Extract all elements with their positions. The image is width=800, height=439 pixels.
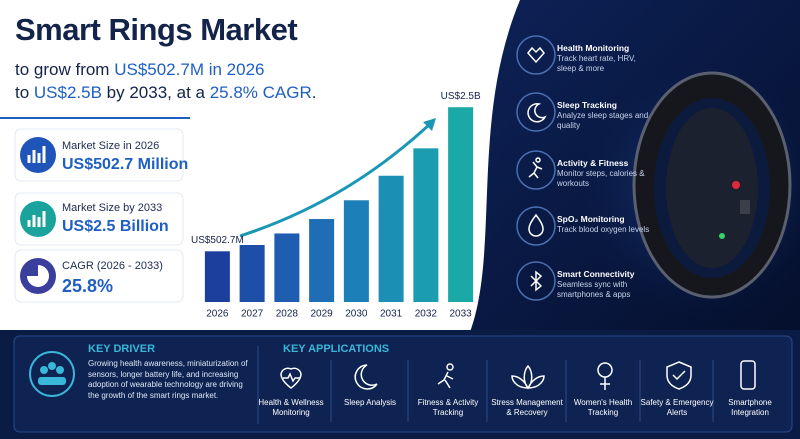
applications-title: KEY APPLICATIONS	[283, 343, 390, 355]
feature-text: Track heart rate, HRV, sleep & more	[557, 54, 636, 73]
x-tick-label: 2029	[311, 309, 334, 320]
bar	[413, 148, 439, 302]
feature-text: Track blood oxygen levels	[557, 225, 650, 234]
feature-text: Monitor steps, calories & workouts	[557, 169, 645, 188]
feature-title: Smart Connectivity	[557, 269, 635, 279]
application-label: Smartphone Integration	[728, 398, 772, 417]
stat-value: 25.8%	[62, 276, 114, 296]
application-label: Safety & Emergency Alerts	[640, 398, 714, 417]
application-label: Stress Management & Recovery	[491, 398, 563, 417]
subtitle-line: to grow from US$502.7M in 2026	[15, 60, 264, 80]
stat-cards	[14, 128, 184, 303]
stat-value: US$2.5 Billion	[62, 218, 169, 235]
key-driver-text: Growing health awareness, miniaturizatio…	[88, 359, 248, 400]
bar-chart: 2026 US$502.7M 2027 2028 2029 2030 2031 2032 203…	[191, 91, 481, 320]
subtitle-text: to	[15, 83, 34, 102]
x-tick-label: 2030	[345, 309, 368, 320]
x-tick-label: 2027	[241, 309, 264, 320]
growth-arrow	[239, 122, 432, 238]
x-tick-label: 2031	[380, 309, 403, 320]
x-tick-label: 2028	[276, 309, 299, 320]
ring-image	[632, 71, 792, 299]
application-label: Women's Health Tracking	[573, 398, 633, 417]
stat-label: Market Size in 2026	[62, 140, 160, 152]
title: Smart Rings Market	[15, 12, 298, 47]
subtitle-line: to US$2.5B by 2033, at a 25.8% CAGR.	[15, 83, 316, 103]
subtitle-text: by 2033, at a	[101, 83, 210, 102]
bar	[343, 200, 369, 302]
growth-arrow-head	[423, 118, 436, 131]
subtitle-text: to grow from	[15, 60, 115, 79]
bar	[204, 251, 230, 302]
application-label: Health & Wellness Monitoring	[258, 398, 324, 417]
value-label: US$502.7M	[191, 235, 244, 246]
x-tick-label: 2026	[206, 309, 229, 320]
feature-text: Seamless sync with smartphones & apps	[557, 280, 631, 299]
bottom-box	[13, 335, 793, 433]
feature-title: Health Monitoring	[557, 43, 630, 53]
app-dividers	[330, 360, 714, 422]
subtitle-highlight: US$2.5B	[33, 83, 102, 102]
value-label: US$2.5B	[441, 91, 481, 102]
application-label: Fitness & Activity Tracking	[417, 398, 479, 417]
stat-label: CAGR (2026 - 2033)	[62, 260, 163, 272]
bar	[309, 219, 335, 302]
stat-label: Market Size by 2033	[62, 202, 163, 214]
application-label: Sleep Analysis	[343, 398, 397, 407]
x-tick-label: 2033	[450, 309, 473, 320]
feature-title: Sleep Tracking	[557, 100, 617, 110]
bar	[239, 245, 265, 302]
subtitle-text: .	[311, 83, 317, 102]
bar	[378, 175, 404, 302]
feature-icons	[516, 35, 556, 301]
x-tick-label: 2032	[415, 309, 438, 320]
driver-icon	[29, 351, 75, 397]
feature-text: Analyze sleep stages and quality	[557, 111, 649, 130]
subtitle-highlight: US$502.7M in 2026	[114, 60, 265, 79]
subtitle-highlight: 25.8% CAGR	[209, 83, 312, 102]
bar	[274, 233, 300, 302]
application-icons	[280, 360, 756, 390]
stat-value: US$502.7 Million	[62, 156, 189, 173]
key-driver-title: KEY DRIVER	[88, 343, 156, 355]
feature-title: Activity & Fitness	[557, 158, 629, 168]
bar	[448, 107, 474, 302]
feature-title: SpO₂ Monitoring	[557, 214, 625, 224]
